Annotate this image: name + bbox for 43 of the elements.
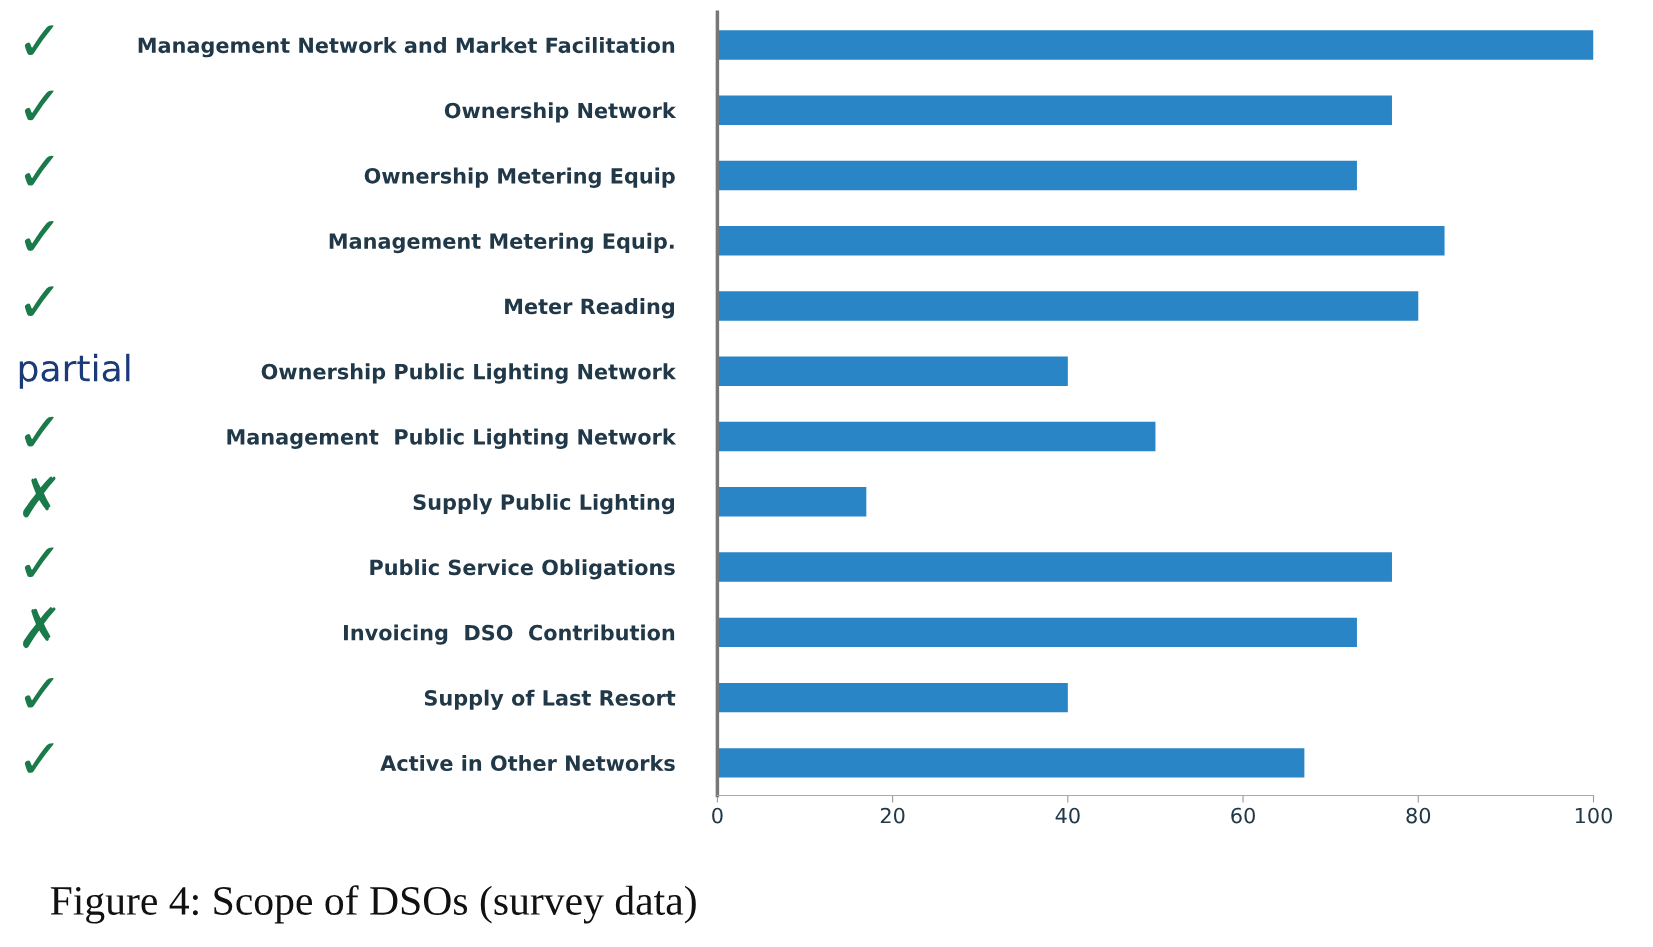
y-tick-label: Ownership Public Lighting Network: [261, 363, 677, 384]
y-tick-label: Ownership Metering Equip: [364, 167, 675, 188]
x-tick-label: 40: [1055, 807, 1080, 824]
y-tick-label: Public Service Obligations: [370, 559, 675, 580]
bar: [717, 617, 1357, 647]
bar: [717, 552, 1392, 582]
y-tick-label: Management Public Lighting Network: [227, 428, 677, 449]
text: ✓: [24, 547, 54, 578]
text: ✓: [24, 221, 54, 251]
bar: [717, 95, 1392, 125]
text: ✓: [24, 90, 54, 121]
y-tick-label: Supply Public Lighting: [413, 493, 674, 515]
bar: [717, 748, 1305, 778]
y-tick-label: Active in Other Networks: [380, 754, 675, 772]
text: ✗: [23, 606, 56, 649]
text: ✓: [24, 25, 54, 55]
x-tick-label: 80: [1406, 807, 1431, 824]
bar: [717, 356, 1068, 386]
text: ✓: [24, 416, 54, 447]
bar: [717, 682, 1068, 713]
text: ✗: [23, 476, 56, 518]
text: Figure 4: Scope of DSOs (survey data): [50, 885, 696, 924]
bar: [717, 291, 1419, 321]
y-tick-label: Management Metering Equip.: [329, 232, 674, 254]
y-tick-label: Meter Reading: [505, 298, 674, 319]
y-tick-label: Invoicing DSO Contribution: [343, 624, 675, 645]
bar: [717, 421, 1156, 452]
x-tick-label: 20: [880, 807, 905, 824]
y-tick-label: Management Network and Market Facilitation: [138, 37, 675, 58]
text: ✓: [24, 155, 54, 186]
bar: [717, 160, 1357, 191]
text: ✓: [24, 743, 54, 773]
x-tick-label: 0: [712, 807, 723, 824]
bar: [717, 226, 1445, 256]
text: ✓: [24, 286, 54, 316]
bar: [717, 487, 867, 517]
y-tick-label: Ownership Network: [444, 102, 677, 123]
bar: [717, 30, 1594, 60]
text: partial: [19, 353, 130, 389]
x-tick-label: 60: [1231, 807, 1255, 824]
text: ✓: [24, 677, 54, 708]
x-tick-label: 100: [1575, 807, 1612, 824]
y-tick-label: Supply of Last Resort: [424, 689, 676, 710]
